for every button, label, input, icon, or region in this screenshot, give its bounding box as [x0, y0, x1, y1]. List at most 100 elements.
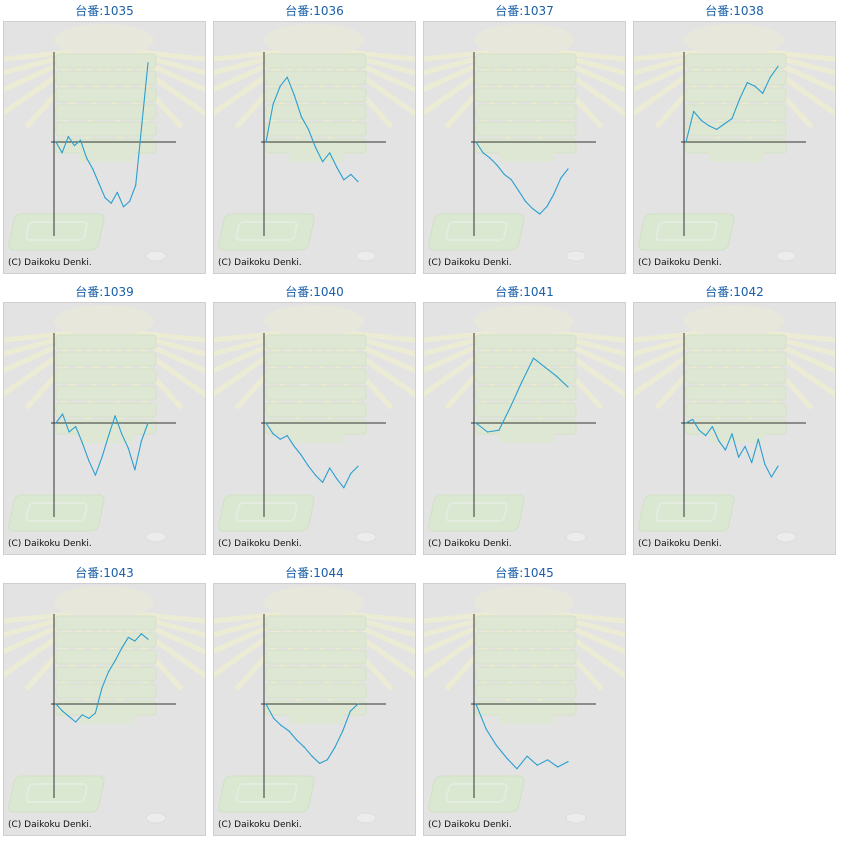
background-illustration [634, 305, 835, 543]
data-point [496, 164, 498, 166]
data-point [303, 746, 305, 748]
data-point [286, 435, 288, 437]
chart-title[interactable]: 台番:1043 [75, 566, 134, 580]
machine-chart-card: 台番:1039 (C) Daikoku Denki. [3, 281, 206, 561]
data-point [279, 438, 281, 440]
data-point [322, 481, 324, 483]
data-point [357, 465, 359, 467]
background-illustration [4, 586, 205, 824]
data-point [107, 435, 110, 437]
data-point [509, 406, 512, 408]
data-point [296, 739, 298, 741]
data-point [116, 191, 118, 193]
data-point [489, 157, 491, 159]
data-point [280, 725, 282, 727]
data-point [114, 415, 116, 417]
data-point [307, 128, 310, 130]
machine-chart-card: 台番:1045 (C) Daikoku Denki. [423, 562, 626, 842]
data-point [546, 206, 548, 208]
data-point [265, 141, 267, 143]
data-point [524, 200, 527, 202]
chart-title[interactable]: 台番:1042 [705, 285, 764, 299]
data-point [293, 94, 295, 96]
machine-chart-card: 台番:1036 (C) Daikoku Denki. [213, 0, 416, 280]
data-point [718, 440, 720, 442]
chart-title[interactable]: 台番:1035 [75, 4, 134, 18]
data-line [265, 76, 359, 182]
data-point [777, 465, 779, 467]
data-point [567, 168, 569, 170]
chart-panel: (C) Daikoku Denki. [633, 21, 836, 274]
chart-title[interactable]: 台番:1044 [285, 566, 344, 580]
data-point [475, 422, 477, 424]
data-point [521, 381, 523, 383]
data-point [314, 146, 317, 148]
copyright-text: (C) Daikoku Denki. [8, 539, 92, 549]
chart-title[interactable]: 台番:1038 [705, 4, 764, 18]
data-point [140, 633, 143, 635]
chart-svg [634, 305, 835, 543]
data-point [746, 82, 748, 84]
data-point [293, 445, 295, 447]
copyright-text: (C) Daikoku Denki. [428, 258, 512, 268]
chart-panel: (C) Daikoku Denki. [3, 302, 206, 555]
data-point [73, 145, 75, 147]
data-point [92, 168, 94, 170]
chart-svg [4, 586, 205, 824]
data-point [769, 76, 771, 78]
data-point [122, 206, 125, 208]
data-point [265, 422, 267, 424]
data-point [81, 442, 83, 444]
data-point [731, 433, 733, 435]
data-point [55, 141, 57, 143]
data-point [94, 474, 97, 476]
data-point [329, 467, 331, 469]
chart-title[interactable]: 台番:1040 [285, 285, 344, 299]
data-point [61, 152, 63, 154]
data-point [486, 431, 489, 433]
data-point [546, 759, 549, 761]
data-point [517, 190, 520, 192]
data-point [55, 703, 57, 705]
data-point [322, 161, 324, 163]
data-line [265, 422, 359, 489]
chart-title[interactable]: 台番:1045 [495, 566, 554, 580]
data-point [691, 418, 694, 420]
background-illustration [4, 305, 205, 543]
data-point [498, 429, 500, 431]
data-point [129, 200, 131, 202]
chart-title[interactable]: 台番:1037 [495, 4, 554, 18]
data-point [88, 717, 90, 719]
data-point [68, 716, 70, 718]
data-point [516, 768, 518, 770]
data-point [762, 92, 764, 94]
data-point [329, 152, 331, 154]
data-point [134, 640, 136, 642]
machine-chart-card: 台番:1035 (C) Daikoku Denki. [3, 0, 206, 280]
chart-panel: (C) Daikoku Denki. [633, 302, 836, 555]
data-point [98, 182, 100, 184]
data-point [279, 85, 281, 87]
data-point [744, 445, 746, 447]
chart-title[interactable]: 台番:1039 [75, 285, 134, 299]
data-point [357, 181, 359, 183]
data-point [288, 730, 290, 732]
data-point [88, 460, 90, 462]
data-point [350, 472, 352, 474]
data-point [141, 123, 143, 125]
data-point [272, 103, 274, 105]
data-point [737, 456, 740, 458]
data-point [135, 184, 137, 186]
chart-title[interactable]: 台番:1036 [285, 4, 344, 18]
data-point [334, 746, 336, 748]
data-point [506, 757, 508, 759]
data-point [532, 357, 535, 359]
chart-title[interactable]: 台番:1041 [495, 285, 554, 299]
data-point [553, 193, 555, 195]
data-point [134, 469, 136, 471]
data-point [708, 125, 710, 127]
data-point [147, 422, 149, 424]
chart-svg [214, 24, 415, 262]
data-point [343, 487, 345, 489]
data-point [526, 755, 528, 757]
